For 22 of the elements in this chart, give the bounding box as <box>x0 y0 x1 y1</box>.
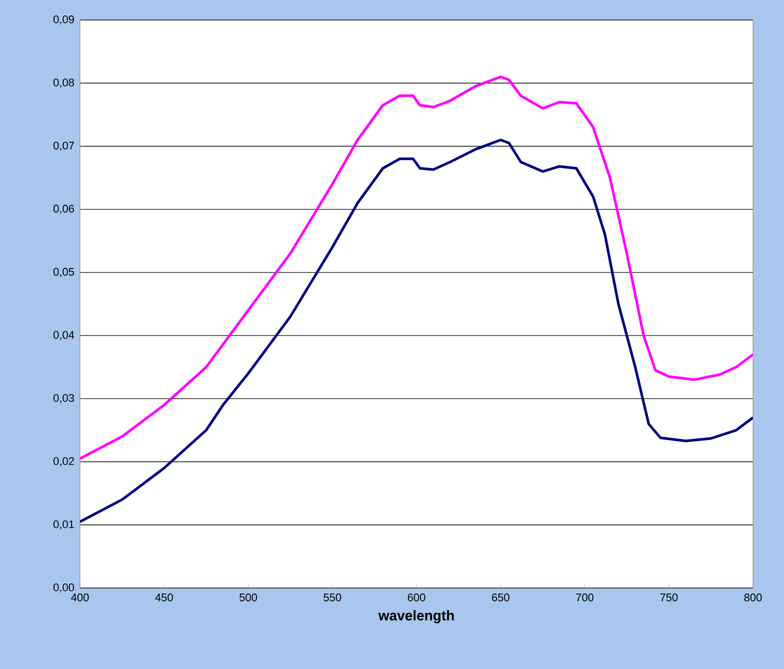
x-tick-label: 600 <box>408 594 426 602</box>
y-tick-label: 0,08 <box>53 78 74 88</box>
y-tick-label: 0,00 <box>53 583 74 593</box>
y-tick-label: 0,01 <box>53 520 74 530</box>
y-tick-label: 0,05 <box>53 268 74 277</box>
line-series <box>80 76 754 460</box>
x-tick-label: 550 <box>324 594 342 602</box>
y-tick-label: 0,04 <box>53 331 74 340</box>
y-tick-label: 0,07 <box>53 142 74 151</box>
y-tick-label: 0,02 <box>53 457 74 466</box>
x-tick-label: 750 <box>660 594 678 602</box>
x-tick-label: 650 <box>492 594 510 602</box>
y-tick-label: 0,06 <box>53 204 74 214</box>
x-tick-label: 450 <box>155 594 173 602</box>
line-series <box>80 138 754 524</box>
y-tick-label: 0,03 <box>53 394 74 404</box>
x-tick-label: 400 <box>71 594 89 602</box>
x-tick-label: 700 <box>576 594 594 602</box>
x-tick-label: 500 <box>240 594 257 602</box>
x-axis-title: wavelength <box>378 610 454 624</box>
y-tick-label: 0,09 <box>53 15 74 25</box>
x-tick-label: 800 <box>744 594 762 602</box>
